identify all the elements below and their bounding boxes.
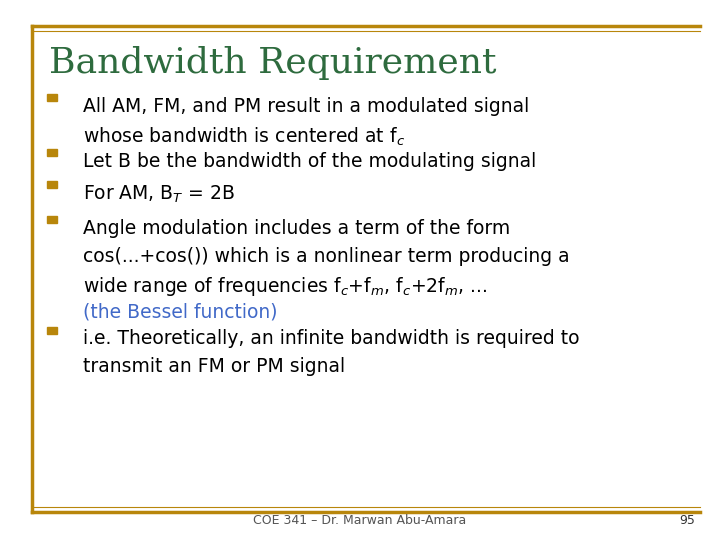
Text: Bandwidth Requirement: Bandwidth Requirement [49,46,497,80]
Text: All AM, FM, and PM result in a modulated signal: All AM, FM, and PM result in a modulated… [83,97,529,116]
Text: Let B be the bandwidth of the modulating signal: Let B be the bandwidth of the modulating… [83,152,536,171]
Text: For AM, B$_T$ = 2B: For AM, B$_T$ = 2B [83,184,235,205]
Text: COE 341 – Dr. Marwan Abu-Amara: COE 341 – Dr. Marwan Abu-Amara [253,514,467,527]
Text: (the Bessel function): (the Bessel function) [83,303,277,322]
Bar [47,150,56,157]
Bar [47,181,56,188]
Text: Angle modulation includes a term of the form: Angle modulation includes a term of the … [83,219,510,238]
Text: i.e. Theoretically, an infinite bandwidth is required to: i.e. Theoretically, an infinite bandwidt… [83,329,580,348]
Text: cos(...+cos()) which is a nonlinear term producing a: cos(...+cos()) which is a nonlinear term… [83,247,570,266]
Text: whose bandwidth is centered at f$_c$: whose bandwidth is centered at f$_c$ [83,125,405,147]
Text: wide range of frequencies f$_c$+f$_m$, f$_c$+2f$_m$, ...: wide range of frequencies f$_c$+f$_m$, f… [83,275,487,298]
Bar [47,216,56,223]
Bar [47,327,56,334]
Text: 95: 95 [680,514,696,527]
Bar [47,94,56,102]
Text: transmit an FM or PM signal: transmit an FM or PM signal [83,357,345,376]
